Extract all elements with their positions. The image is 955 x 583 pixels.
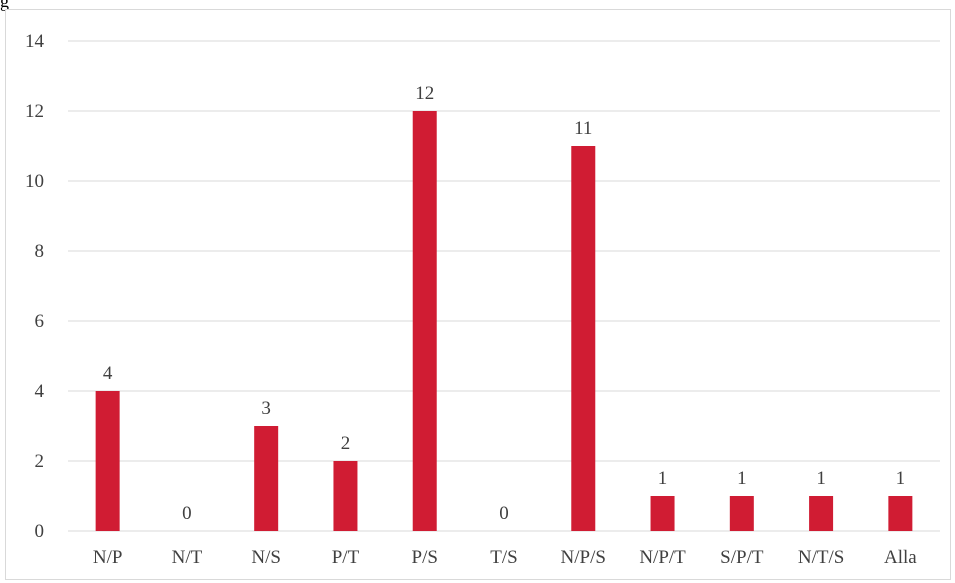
y-axis-ticks: 0 2 4 6 8 10 12 14	[25, 31, 45, 542]
y-tick-label: 0	[35, 521, 45, 542]
bar-n-p-s	[571, 146, 596, 531]
data-label: 1	[658, 468, 668, 489]
chart-frame: 0 2 4 6 8 10 12 14 4 0 3 2 12 0 11 1 1 1 1 N/P N/T N/S P/T P/…	[5, 9, 951, 580]
gridlines	[68, 40, 940, 532]
x-tick-label: Alla	[884, 547, 917, 568]
y-tick-label: 14	[25, 31, 45, 52]
y-tick-label: 2	[35, 451, 45, 472]
y-tick-label: 10	[25, 171, 44, 192]
x-tick-label: S/P/T	[720, 547, 764, 568]
x-tick-label: N/P/S	[561, 547, 606, 568]
data-label: 0	[499, 503, 509, 524]
y-tick-label: 12	[25, 101, 44, 122]
bar-n-t-s	[809, 496, 834, 531]
data-label: 0	[182, 503, 192, 524]
y-tick-label: 8	[35, 241, 45, 262]
figure-caption: g	[0, 0, 9, 11]
y-tick-label: 4	[35, 381, 45, 402]
data-label: 1	[737, 468, 747, 489]
bar-p-t	[333, 461, 358, 531]
x-tick-label: P/T	[332, 547, 360, 568]
data-label: 1	[896, 468, 906, 489]
bar-s-p-t	[729, 496, 754, 531]
data-label: 2	[341, 433, 351, 454]
x-tick-label: T/S	[490, 547, 517, 568]
bar-alla	[888, 496, 913, 531]
data-label: 4	[103, 363, 113, 384]
bar-n-s	[254, 426, 279, 531]
x-axis-ticks: N/P N/T N/S P/T P/S T/S N/P/S N/P/T S/P/T N/T/S Al…	[93, 547, 917, 568]
bars	[95, 111, 913, 531]
bar-n-p-t	[650, 496, 675, 531]
x-tick-label: N/S	[251, 547, 281, 568]
x-tick-label: N/P/T	[639, 547, 686, 568]
data-label: 3	[261, 398, 271, 419]
x-tick-label: N/P	[93, 547, 123, 568]
data-label: 1	[816, 468, 826, 489]
x-tick-label: P/S	[412, 547, 438, 568]
data-label: 11	[574, 118, 592, 139]
y-tick-label: 6	[35, 311, 45, 332]
x-tick-label: N/T/S	[798, 547, 844, 568]
bar-p-s	[412, 111, 437, 531]
bar-n-p	[95, 391, 120, 531]
x-tick-label: N/T	[172, 547, 203, 568]
data-label: 12	[415, 83, 434, 104]
